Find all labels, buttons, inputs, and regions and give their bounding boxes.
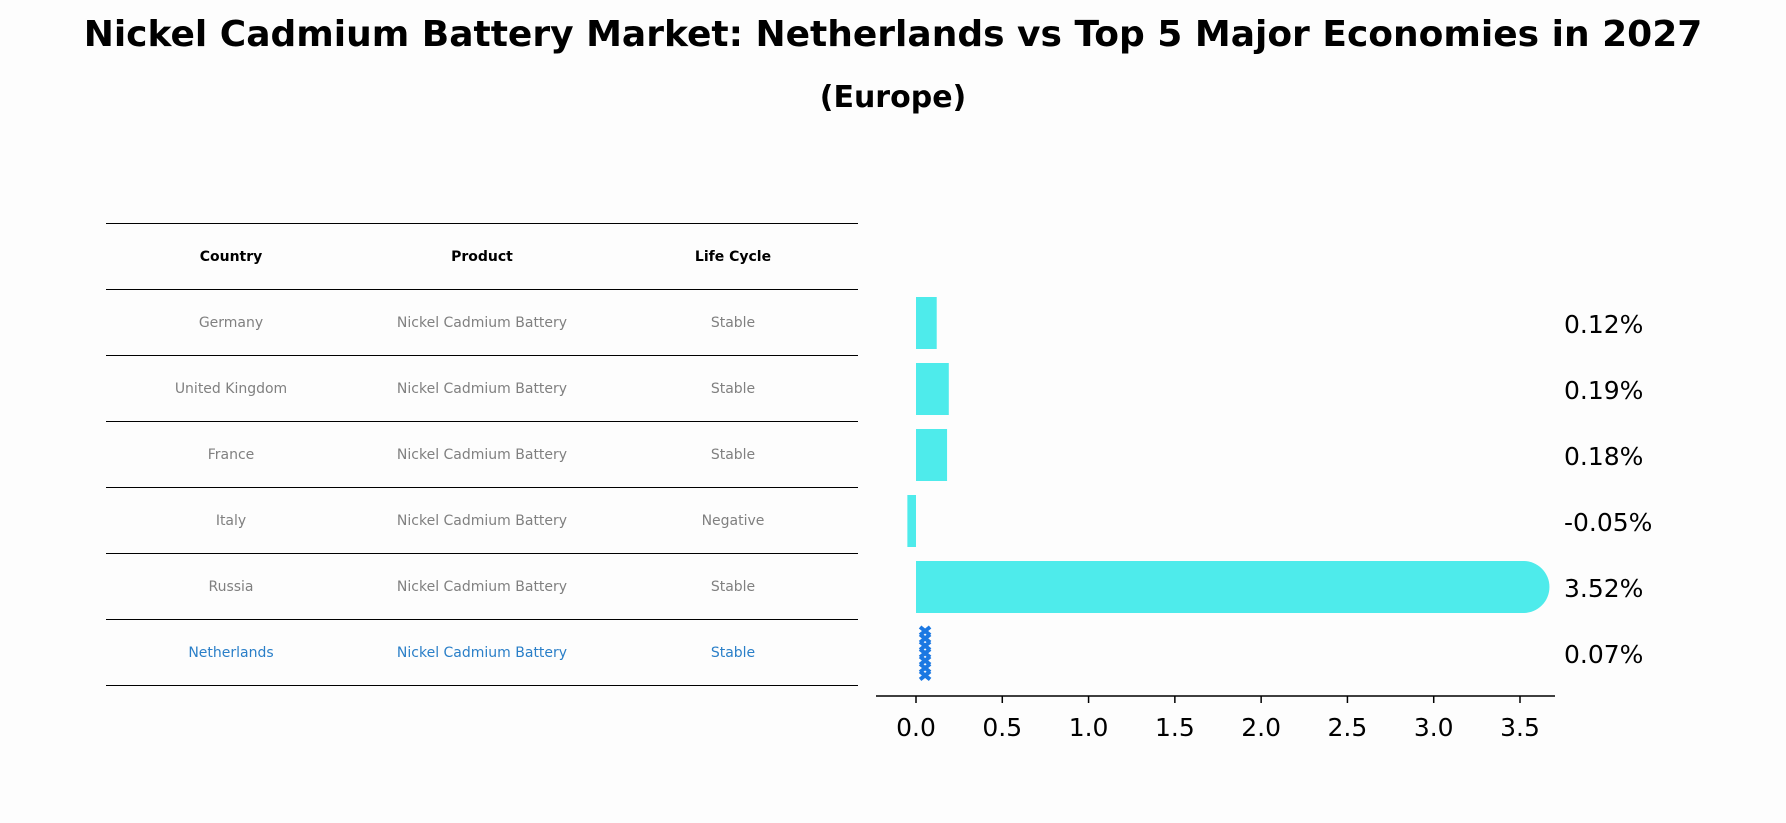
x-tick-label: 1.5 — [1155, 713, 1195, 742]
table-row: Germany Nickel Cadmium Battery Stable — [106, 289, 858, 355]
cell-life-cycle: Stable — [710, 446, 756, 463]
cell-country: United Kingdom — [174, 380, 288, 397]
cell-product: Nickel Cadmium Battery — [396, 512, 568, 529]
value-label: 0.18% — [1564, 442, 1643, 471]
bar — [916, 363, 949, 415]
x-tick-label: 0.0 — [896, 713, 936, 742]
table-header-row: Country Product Life Cycle — [106, 223, 858, 289]
cell-country: Italy — [215, 512, 247, 529]
x-tick-label: 2.5 — [1328, 713, 1368, 742]
cell-product: Nickel Cadmium Battery — [396, 380, 568, 397]
cell-life-cycle: Stable — [710, 380, 756, 397]
table-row: United Kingdom Nickel Cadmium Battery St… — [106, 355, 858, 421]
x-tick-label: 0.5 — [982, 713, 1022, 742]
x-tick-label: 2.0 — [1241, 713, 1281, 742]
cell-country: France — [207, 446, 255, 463]
x-tick-label: 1.0 — [1069, 713, 1109, 742]
table-row: Russia Nickel Cadmium Battery Stable — [106, 553, 858, 619]
value-label: 0.12% — [1564, 310, 1643, 339]
chart-subtitle: (Europe) — [819, 80, 967, 115]
cell-life-cycle: Negative — [701, 512, 765, 529]
value-label: 3.52% — [1564, 574, 1643, 603]
table-row: France Nickel Cadmium Battery Stable — [106, 421, 858, 487]
cell-country: Germany — [198, 314, 264, 331]
table-row: Italy Nickel Cadmium Battery Negative — [106, 487, 858, 553]
value-label: 0.19% — [1564, 376, 1643, 405]
data-table: Country Product Life Cycle Germany Nicke… — [106, 223, 858, 686]
bar-highlight-marker — [918, 625, 932, 681]
bar — [916, 297, 937, 349]
cell-product: Nickel Cadmium Battery — [396, 578, 568, 595]
cell-life-cycle: Stable — [710, 644, 756, 661]
header-country: Country — [199, 248, 263, 265]
cell-product: Nickel Cadmium Battery — [396, 644, 568, 661]
x-tick-label: 3.0 — [1414, 713, 1454, 742]
bar — [907, 495, 916, 547]
bar — [916, 429, 948, 481]
cell-life-cycle: Stable — [710, 314, 756, 331]
header-life-cycle: Life Cycle — [694, 248, 772, 265]
x-tick-label: 3.5 — [1500, 713, 1540, 742]
header-product: Product — [451, 248, 513, 265]
value-label: 0.07% — [1564, 640, 1643, 669]
cell-product: Nickel Cadmium Battery — [396, 446, 568, 463]
cell-life-cycle: Stable — [710, 578, 756, 595]
bar-end-cap — [1497, 561, 1550, 613]
chart-title: Nickel Cadmium Battery Market: Netherlan… — [83, 14, 1703, 55]
table-row-highlight: Netherlands Nickel Cadmium Battery Stabl… — [106, 619, 858, 686]
value-label: -0.05% — [1564, 508, 1652, 537]
cell-country: Netherlands — [188, 644, 274, 661]
cell-country: Russia — [208, 578, 254, 595]
bar — [916, 561, 1524, 613]
cell-product: Nickel Cadmium Battery — [396, 314, 568, 331]
